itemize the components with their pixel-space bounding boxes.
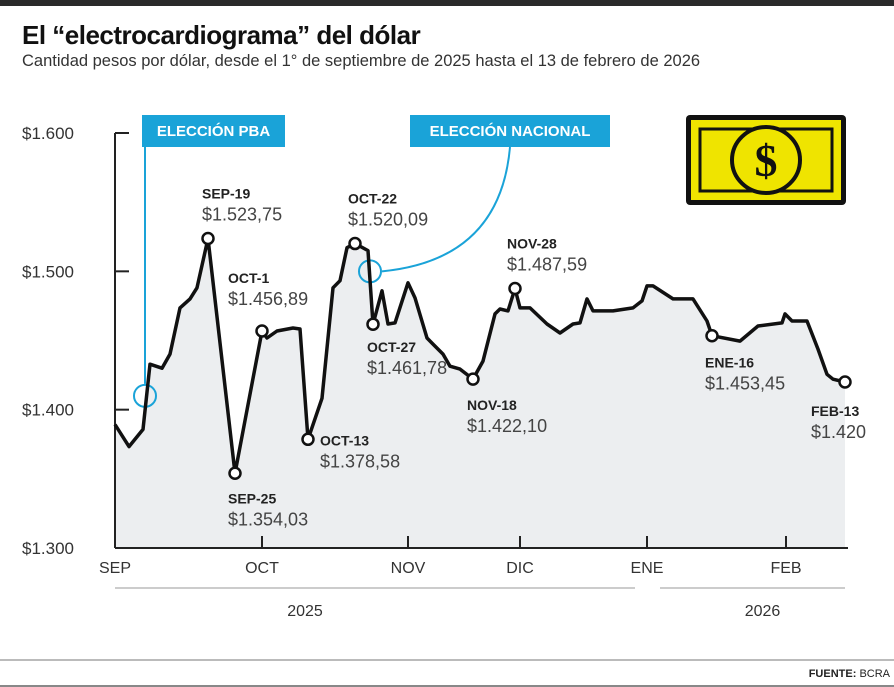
data-point-marker xyxy=(348,236,362,251)
data-point-marker xyxy=(838,375,852,389)
event-label-box xyxy=(410,115,610,147)
source-label: FUENTE: xyxy=(808,668,857,680)
x-tick-label: FEB xyxy=(770,560,801,577)
x-tick-label: DIC xyxy=(506,560,534,577)
annotation-date: OCT-13 xyxy=(320,432,369,448)
area-fill xyxy=(115,238,845,548)
x-tick-label: SEP xyxy=(99,560,131,577)
annotation-value: $1.456,89 xyxy=(228,289,308,309)
annotation-date: NOV-18 xyxy=(467,397,517,413)
annotation-date: OCT-1 xyxy=(228,270,269,286)
annotation-date: FEB-13 xyxy=(811,403,859,419)
svg-text:$: $ xyxy=(755,135,778,186)
x-tick-label: NOV xyxy=(391,560,426,577)
year-label: 2026 xyxy=(745,603,781,620)
data-point-marker xyxy=(508,281,522,296)
top-rule xyxy=(0,0,894,6)
annotation-date: OCT-27 xyxy=(367,339,416,355)
annotation-value: $1.422,10 xyxy=(467,416,547,436)
event-label: ELECCIÓN NACIONAL xyxy=(430,122,591,140)
y-tick-label: $1.500 xyxy=(22,262,74,281)
year-label: 2025 xyxy=(287,603,323,620)
data-point-marker xyxy=(366,317,380,331)
data-point-marker xyxy=(705,328,719,343)
annotation-value: $1.378,58 xyxy=(320,451,400,471)
source-note: FUENTE: BCRA xyxy=(809,668,890,680)
y-tick-label: $1.600 xyxy=(22,124,74,143)
data-point-marker xyxy=(301,432,315,447)
event-leader-line xyxy=(381,146,511,273)
annotation-date: ENE-16 xyxy=(705,355,754,371)
event-label-box xyxy=(142,115,285,147)
y-tick-label: $1.300 xyxy=(22,539,74,558)
annotation-value: $1.420 xyxy=(811,422,866,442)
data-point-marker xyxy=(255,324,269,338)
x-tick-label: ENE xyxy=(631,560,664,577)
annotation-date: NOV-28 xyxy=(507,236,557,252)
data-point-marker xyxy=(201,231,215,246)
annotation-date: SEP-25 xyxy=(228,490,276,506)
x-tick-label: OCT xyxy=(245,560,279,577)
chart-title: El “electrocardiograma” del dólar xyxy=(22,20,421,50)
annotation-value: $1.461,78 xyxy=(367,358,447,378)
annotation-value: $1.520,09 xyxy=(348,210,428,230)
data-point-marker xyxy=(466,372,480,386)
data-point-marker xyxy=(228,466,242,481)
annotation-value: $1.354,03 xyxy=(228,509,308,529)
y-tick-label: $1.400 xyxy=(22,401,74,420)
annotation-value: $1.523,75 xyxy=(202,204,282,224)
chart-subtitle: Cantidad pesos por dólar, desde el 1° de… xyxy=(22,52,701,70)
dollar-bill-icon: $ xyxy=(686,115,846,205)
annotation-value: $1.487,59 xyxy=(507,255,587,275)
annotation-date: OCT-22 xyxy=(348,191,397,207)
event-label: ELECCIÓN PBA xyxy=(157,122,271,140)
annotation-value: $1.453,45 xyxy=(705,374,785,394)
annotation-date: SEP-19 xyxy=(202,185,250,201)
source-value: BCRA xyxy=(859,668,890,680)
